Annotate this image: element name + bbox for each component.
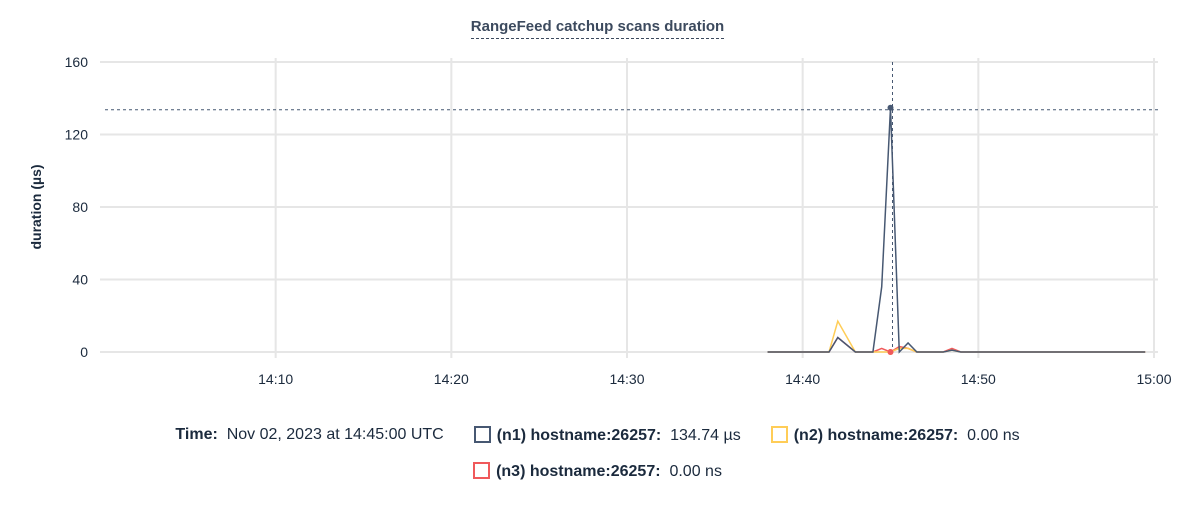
y-tick-label: 160: [65, 54, 89, 70]
x-tick-label: 14:30: [609, 371, 644, 387]
series-line-n2: [767, 319, 1146, 353]
x-tick-label: 14:50: [961, 371, 996, 387]
x-tick-label: 15:00: [1136, 371, 1171, 387]
legend-swatch: [770, 425, 788, 443]
legend-item-n3[interactable]: (n3) hostname:26257: 0.00 ns: [473, 461, 722, 481]
legend: Time: Nov 02, 2023 at 14:45:00 UTC (n1) …: [0, 424, 1195, 496]
y-tick-label: 0: [80, 344, 88, 360]
hover-point-n1: [887, 104, 894, 111]
hover-point-n3: [887, 349, 894, 355]
legend-item-n1[interactable]: (n1) hostname:26257: 134.74 µs: [473, 425, 741, 445]
series-line-n1: [767, 107, 1146, 354]
legend-swatch: [473, 425, 491, 443]
x-tick-label: 14:40: [785, 371, 820, 387]
chart-plot[interactable]: 0 40 80 120 160 14:10 14:20 14:30 14:40 14:50 15:0…: [0, 0, 1195, 410]
x-tick-label: 14:10: [258, 371, 293, 387]
legend-time: Time: Nov 02, 2023 at 14:45:00 UTC: [175, 426, 444, 443]
y-tick-label: 120: [65, 127, 89, 143]
y-axis-label: duration (µs): [28, 164, 44, 249]
chart-title[interactable]: RangeFeed catchup scans duration: [0, 18, 1195, 39]
legend-item-n2[interactable]: (n2) hostname:26257: 0.00 ns: [770, 425, 1020, 445]
legend-swatch: [473, 461, 491, 479]
series-line-n3: [767, 336, 1146, 353]
y-tick-label: 80: [72, 199, 88, 215]
x-tick-label: 14:20: [434, 371, 469, 387]
y-tick-label: 40: [72, 272, 88, 288]
